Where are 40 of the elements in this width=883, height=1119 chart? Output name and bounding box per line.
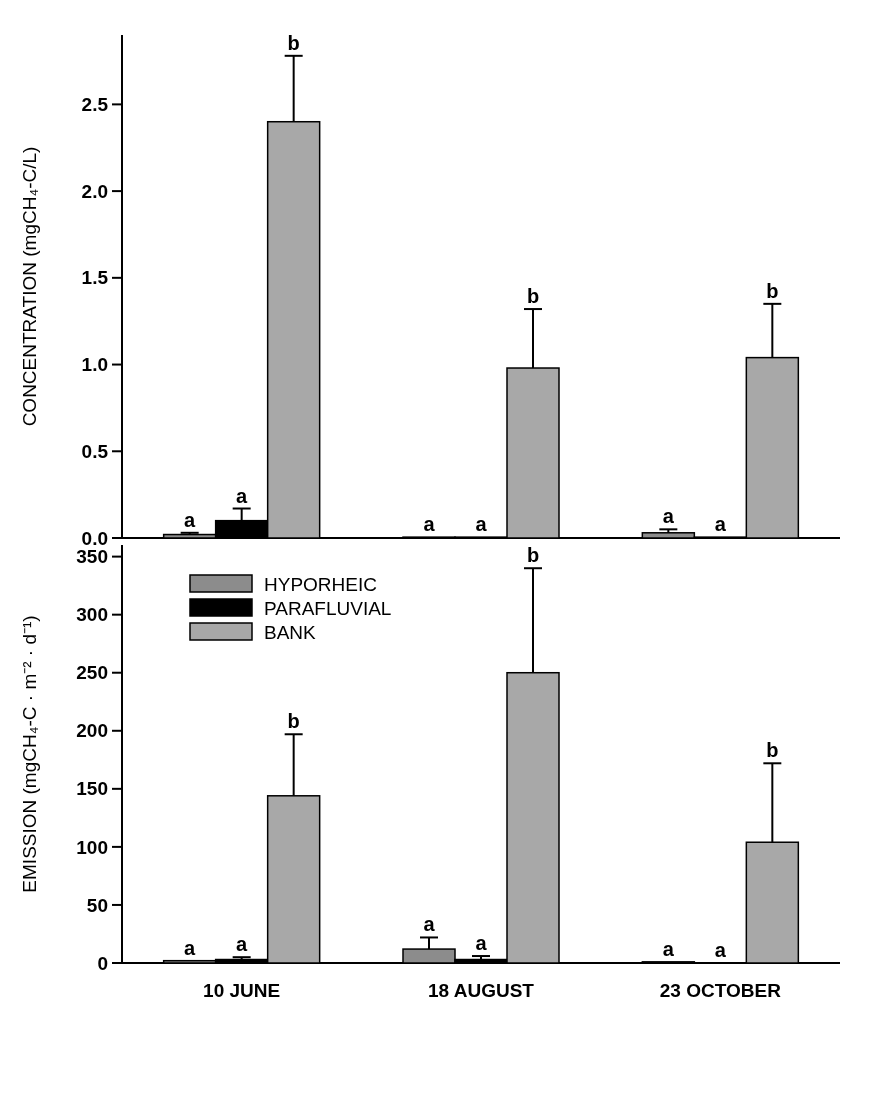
y-tick-label: 1.0: [81, 354, 108, 376]
annotation: a: [184, 508, 197, 531]
y-tick-label: 100: [76, 836, 108, 858]
y-axis-title: EMISSION (mgCH₄-C · m⁻² · d⁻¹): [19, 615, 40, 893]
annotation: b: [526, 285, 540, 308]
y-tick-label: 1.5: [81, 267, 109, 289]
y-tick-label: 50: [86, 894, 108, 916]
annotation: a: [662, 505, 675, 528]
y-tick-label: 2.0: [81, 180, 108, 202]
y-tick-label: 250: [76, 662, 108, 684]
legend-label: BANK: [264, 621, 317, 643]
annotation: a: [475, 932, 488, 955]
annotation: b: [287, 710, 300, 733]
annotation: a: [236, 933, 249, 956]
x-tick-label: 18 AUGUST: [428, 980, 535, 1001]
x-tick-label: 23 OCTOBER: [659, 980, 782, 1001]
annotation: b: [526, 544, 540, 567]
annotation: a: [662, 937, 675, 960]
annotation: a: [236, 484, 249, 507]
annotation: a: [423, 513, 436, 536]
y-tick-label: 150: [76, 778, 108, 800]
legend-label: PARAFLUVIAL: [264, 597, 392, 619]
y-tick-label: 300: [76, 604, 108, 626]
annotation: b: [766, 279, 779, 302]
y-tick-label: 350: [76, 546, 108, 568]
legend-label: HYPORHEIC: [264, 573, 377, 595]
annotation: a: [423, 913, 436, 936]
y-axis-title: CONCENTRATION (mgCH₄-C/L): [19, 146, 40, 427]
annotation: a: [475, 513, 488, 536]
x-tick-label: 10 JUNE: [203, 980, 281, 1001]
annotation: a: [714, 939, 727, 961]
annotation: b: [766, 739, 779, 762]
y-tick-label: 2.5: [81, 94, 109, 116]
y-tick-label: 200: [76, 720, 108, 742]
annotation: a: [714, 513, 727, 536]
y-tick-label: 0.5: [81, 440, 109, 462]
y-tick-label: 0.0: [81, 527, 108, 549]
annotation: b: [287, 31, 300, 54]
annotation: a: [184, 936, 197, 959]
y-tick-label: 0: [97, 952, 108, 974]
